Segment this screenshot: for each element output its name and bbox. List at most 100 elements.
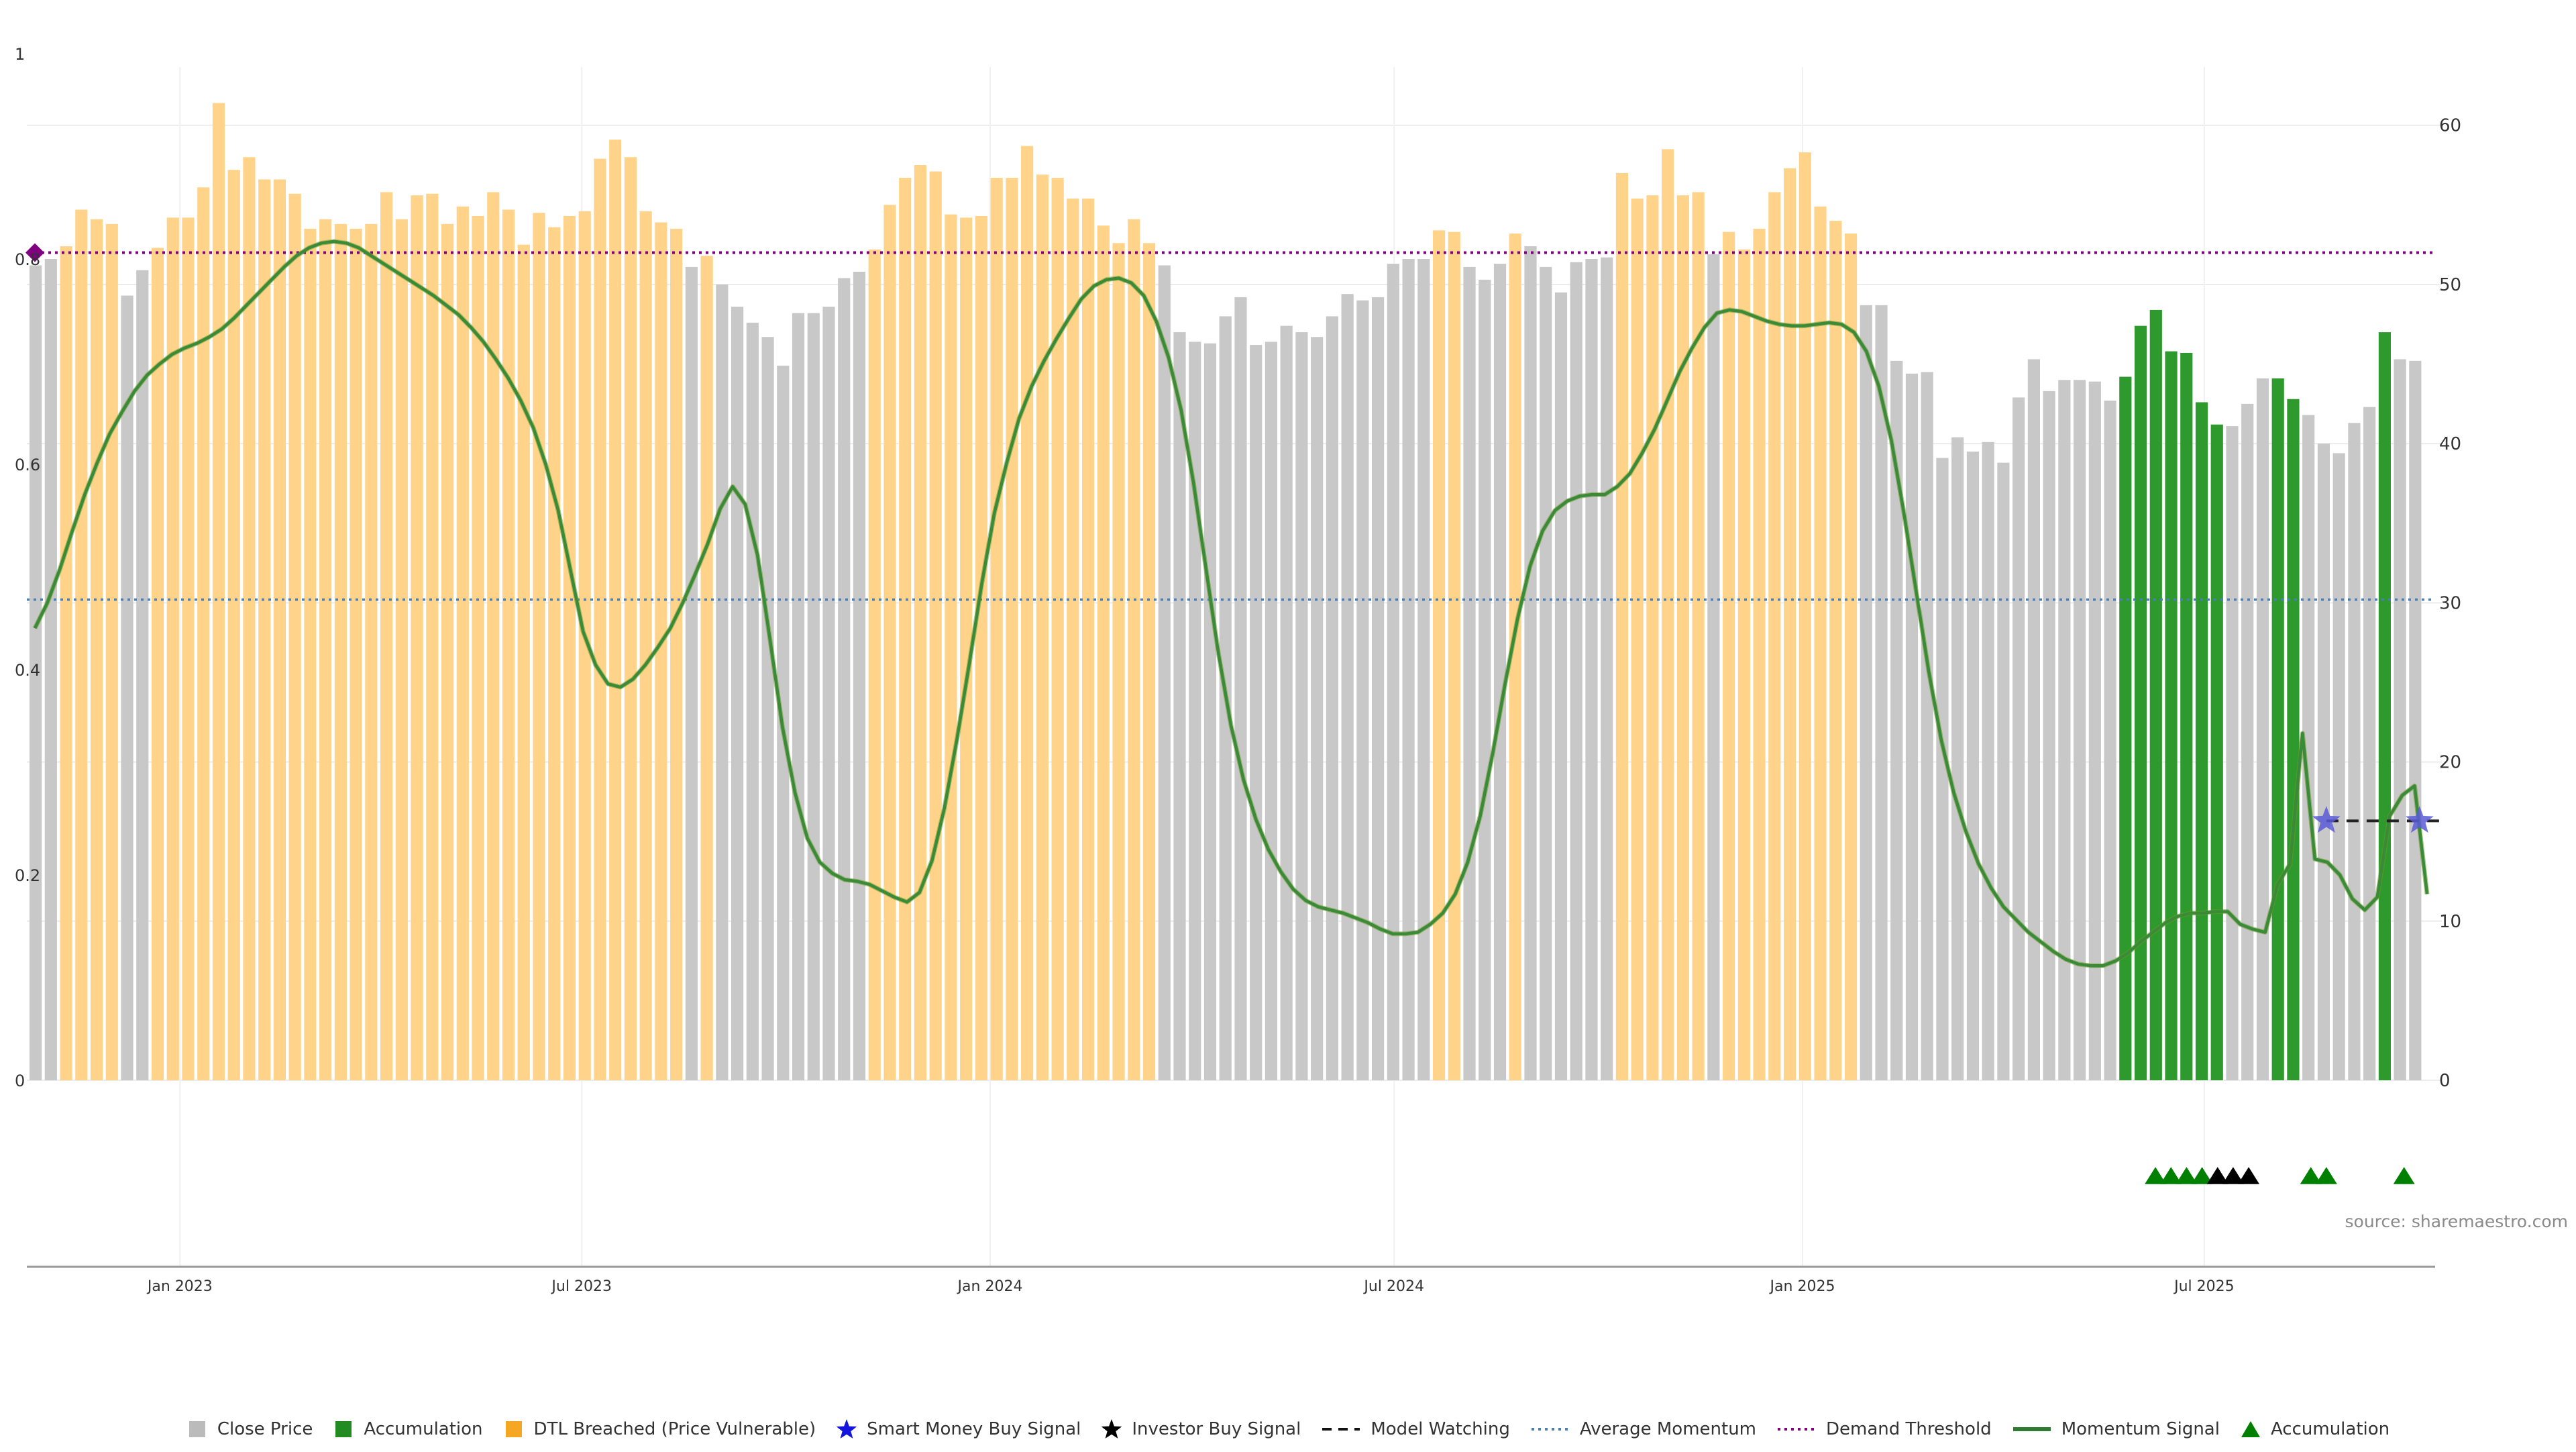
bar — [2088, 381, 2101, 1081]
legend-symbol — [2241, 1421, 2260, 1437]
bar — [822, 307, 835, 1080]
bar — [1829, 221, 1842, 1080]
bar — [1051, 178, 1064, 1081]
bar — [1753, 228, 1766, 1081]
legend-dot-icon — [1778, 1428, 1816, 1431]
x-tick-label: Jan 2024 — [957, 1278, 1023, 1295]
bar — [2165, 351, 2178, 1080]
bar — [1570, 262, 1582, 1081]
bar — [1554, 292, 1568, 1080]
bar — [548, 227, 561, 1081]
legend-item: Momentum Signal — [2012, 1418, 2220, 1440]
bar — [166, 217, 179, 1081]
x-tick-label: Jul 2024 — [1362, 1278, 1424, 1295]
bar — [2332, 453, 2345, 1080]
bar — [609, 140, 622, 1080]
legend-dot-icon — [1531, 1428, 1569, 1431]
x-tick-label: Jul 2025 — [2173, 1278, 2235, 1295]
bar — [700, 256, 713, 1080]
bar — [1112, 243, 1125, 1081]
legend-symbol — [836, 1419, 857, 1439]
bar — [1173, 332, 1186, 1081]
bar — [563, 215, 576, 1080]
bar — [1417, 259, 1430, 1080]
bar — [1081, 198, 1095, 1080]
bar — [639, 211, 652, 1081]
bar — [319, 219, 332, 1081]
bar — [2180, 352, 2193, 1080]
bar — [1783, 168, 1796, 1081]
legend-item: Investor Buy Signal — [1101, 1418, 1301, 1440]
legend-item: Accumulation — [2240, 1418, 2390, 1440]
legend-item: Close Price — [186, 1418, 313, 1440]
bar — [1311, 337, 1324, 1080]
bar — [883, 205, 896, 1080]
bar — [2241, 403, 2254, 1080]
bar — [1463, 266, 1476, 1080]
signal-markers — [2145, 806, 2447, 1184]
bar — [792, 313, 805, 1081]
left-tick-label: 0.4 — [15, 661, 40, 680]
bar — [1662, 149, 1674, 1081]
bar — [1524, 246, 1537, 1081]
bar — [1737, 249, 1750, 1080]
legend-symbol — [189, 1421, 205, 1437]
momentum-line — [33, 240, 2429, 968]
bar — [1723, 231, 1735, 1080]
accumulation-triangle — [2191, 1167, 2213, 1184]
bar — [2317, 444, 2330, 1080]
left-tick-label: 0.2 — [15, 866, 40, 885]
legend-symbol — [505, 1421, 522, 1437]
source-label: source: sharemaestro.com — [2345, 1212, 2569, 1231]
bar — [2271, 378, 2284, 1080]
bar — [655, 222, 667, 1080]
legend-item: Demand Threshold — [1776, 1418, 1992, 1440]
bar — [2149, 309, 2162, 1080]
bar — [1203, 343, 1217, 1080]
bar — [2302, 415, 2315, 1080]
bar — [1799, 152, 1811, 1080]
right-tick-label: 60 — [2439, 116, 2461, 136]
bar — [2210, 424, 2223, 1080]
left-tick-label: 1 — [15, 45, 25, 64]
bar — [365, 223, 378, 1080]
legend-label: Close Price — [217, 1419, 313, 1439]
momentum-series — [32, 239, 2430, 968]
accumulation-triangle — [2176, 1167, 2198, 1184]
bar — [136, 270, 149, 1081]
bar — [456, 206, 469, 1080]
bar — [2134, 325, 2147, 1080]
bar — [1768, 192, 1781, 1081]
legend-dash-icon — [1322, 1428, 1360, 1431]
bar — [670, 228, 683, 1081]
legend-label: Smart Money Buy Signal — [867, 1419, 1081, 1439]
legend-symbol — [335, 1421, 352, 1437]
bar — [2195, 402, 2208, 1080]
bar — [868, 249, 881, 1080]
legend-triangle-icon — [2241, 1421, 2260, 1437]
bar — [2394, 359, 2406, 1080]
legend-square-icon — [335, 1421, 352, 1437]
bar — [380, 192, 393, 1081]
bar — [746, 322, 759, 1080]
bar — [517, 244, 530, 1081]
bar — [2287, 399, 2300, 1080]
bar — [411, 195, 423, 1081]
bar — [60, 246, 72, 1081]
right-tick-label: 20 — [2439, 753, 2461, 773]
legend-label: Model Watching — [1371, 1419, 1510, 1439]
legend: Close Price Accumulation DTL Breached (Pri… — [0, 1414, 2576, 1444]
bar — [2058, 380, 2071, 1080]
bar — [960, 217, 973, 1081]
bar — [1234, 297, 1247, 1081]
bar — [1951, 437, 1964, 1080]
bar — [1448, 231, 1460, 1080]
bar — [2226, 426, 2239, 1080]
bar — [1875, 305, 1888, 1080]
bar — [487, 192, 500, 1081]
legend-symbol — [1102, 1419, 1122, 1439]
bar — [1326, 316, 1338, 1080]
bar — [1905, 373, 1919, 1080]
bar — [1676, 195, 1689, 1081]
